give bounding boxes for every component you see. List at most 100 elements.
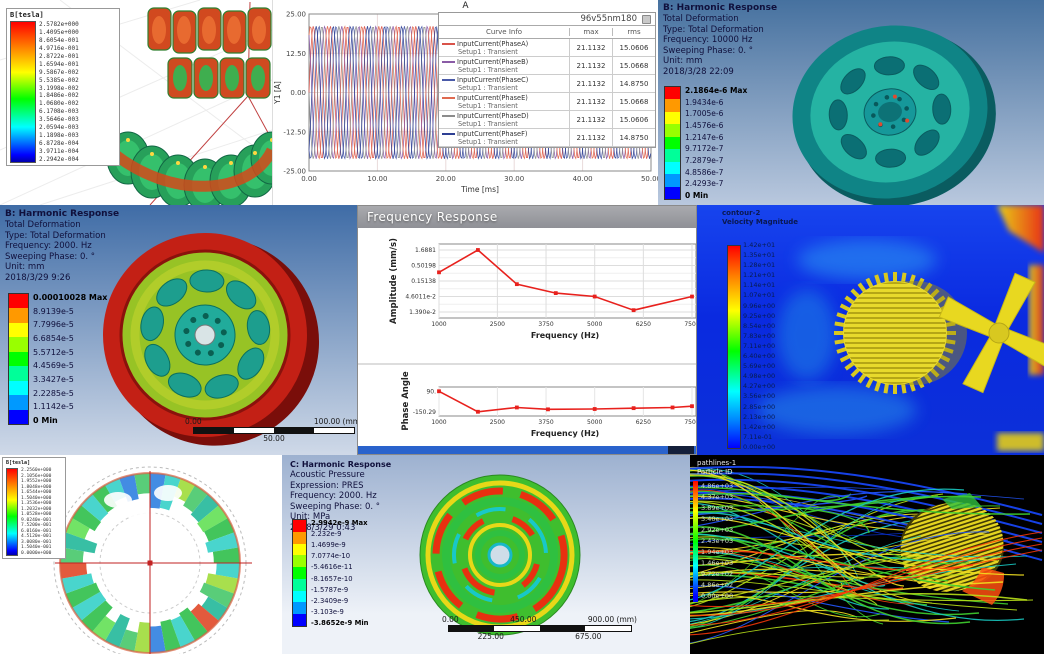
flux-density-legend: B[tesla] 2.2560e+000 2.1056e+000 1.9552e+0… — [2, 457, 66, 559]
window-frequency-response: Frequency Response 1.6881 0.50198 0.15138 4… — [357, 205, 697, 455]
svg-text:30.00: 30.00 — [504, 175, 524, 183]
result-info-line: Sweeping Phase: 0. ° — [663, 45, 754, 56]
ruler-min: 0.00 — [185, 417, 202, 426]
colorbar-value: 3.0080e-001 — [21, 539, 52, 545]
ruler-max: 900.00 (mm) — [587, 615, 637, 624]
svg-text:90.: 90. — [426, 388, 436, 395]
colorbar-value: 1.9552e+000 — [21, 479, 52, 485]
scale-ruler: 0.00 450.00 900.00 (mm) 225.00 675.00 — [442, 615, 637, 641]
panel-maxwell-ring: B[tesla] 2.2560e+000 2.1056e+000 1.9552e+0… — [0, 455, 282, 654]
col-curve-info: Curve Info — [485, 28, 523, 36]
svg-text:Frequency (Hz): Frequency (Hz) — [531, 331, 599, 340]
colorbar-value: 3.3427e-5 — [33, 374, 74, 384]
curve-info-row: InputCurrent(PhaseB) Setup1 : Transient 21… — [439, 57, 655, 75]
colorbar-value: 1.1142e-5 — [33, 402, 74, 412]
colorbar-value: 3.1998e-002 — [39, 84, 79, 92]
svg-text:6250: 6250 — [636, 419, 651, 426]
legend-title: B[tesla] — [10, 11, 44, 19]
result-info-line: Total Deformation — [663, 14, 739, 24]
svg-text:0.00: 0.00 — [301, 175, 317, 183]
colorbar-value: 1.5040e+000 — [21, 495, 52, 501]
result-info-line: Unit: mm — [663, 56, 703, 66]
ruler-q1: 225.00 — [477, 632, 504, 641]
curve-max-value: 21.1132 — [569, 75, 612, 92]
colorbar-value: 4.5120e-001 — [21, 534, 52, 540]
colorbar-value: 2.13e+00 — [743, 412, 776, 421]
result-info-block: B: Harmonic Response Total Deformation Ty… — [5, 209, 119, 283]
result-info-line: 2018/3/29 9:26 — [5, 272, 71, 283]
svg-text:3750: 3750 — [538, 321, 553, 328]
colorbar-value: 2.1056e+000 — [21, 473, 52, 479]
result-info-line: Frequency: 10000 Hz — [663, 35, 753, 45]
colorbar-value: 2.2942e-004 — [39, 155, 79, 163]
svg-text:Amplitude (mm/s): Amplitude (mm/s) — [389, 238, 399, 324]
colorbar-value: 1.8486e-002 — [39, 92, 79, 100]
curve-max-value: 21.1132 — [569, 111, 612, 128]
scale-ruler: 0.00 100.00 (mm) 50.00 — [185, 417, 357, 443]
curve-color-swatch — [442, 61, 455, 63]
result-info-line: Acoustic Pressure — [290, 470, 365, 480]
velocity-color-scale-values: 1.42e+01 1.35e+01 1.28e+01 1.21e+01 1.14e+01… — [743, 240, 775, 452]
colorbar-value: 3.89e+03 — [701, 504, 734, 512]
colorbar-value: 7.7996e-5 — [33, 320, 74, 330]
colorbar-value: 1.07e+01 — [743, 291, 776, 300]
result-info-line: 2018/3/29 0:43 — [290, 522, 356, 533]
colorbar-value: 7.83e+00 — [743, 331, 776, 340]
colorbar-value: 0.00e+00 — [701, 592, 734, 600]
colorbar-value: 7.0774e-10 — [311, 552, 351, 561]
panel-maxwell-coil: B[tesla] 2.5782e+000 1.4095e+000 8.6054e-0… — [0, 0, 272, 205]
colorbar-value: 1.9434e-6 — [685, 97, 724, 107]
curve-rms-value: 15.0668 — [612, 93, 655, 110]
result-info-line: Frequency: 2000. Hz — [5, 241, 92, 251]
color-scale-values: 0.00010028 Max 8.9139e-5 7.7996e-5 6.6854e-… — [33, 293, 107, 425]
result-title: B: Harmonic Response — [5, 209, 120, 219]
svg-text:1.6881: 1.6881 — [415, 247, 436, 254]
curve-rms-value: 14.8750 — [612, 75, 655, 92]
colorbar-value: 1.5040e-001 — [21, 545, 52, 551]
svg-text:7500: 7500 — [684, 321, 696, 328]
legend-pin-icon[interactable] — [642, 14, 651, 24]
colorbar-value: 0.00010028 Max — [33, 293, 108, 302]
colorbar-value: 1.0680e-002 — [39, 100, 79, 108]
colorbar-value: -2.3409e-9 — [311, 596, 349, 605]
color-scale-bar — [664, 86, 681, 200]
colorbar-value: -3.103e-9 — [311, 607, 344, 616]
pathlines-legend-title: pathlines-1 Particle ID — [697, 459, 737, 476]
curve-max-value: 21.1132 — [569, 129, 612, 146]
flux-density-legend: B[tesla] 2.5782e+000 1.4095e+000 8.6054e-0… — [6, 8, 120, 166]
ruler-mid-top: 450.00 — [510, 615, 537, 624]
svg-text:Time [ms]: Time [ms] — [460, 185, 499, 194]
curve-setup-label: Setup1 : Transient — [458, 48, 518, 56]
colorbar-value: 5.5385e-002 — [39, 76, 79, 84]
svg-text:10.00: 10.00 — [367, 175, 387, 183]
curve-color-swatch — [442, 97, 455, 99]
colorbar-value: 6.6854e-5 — [33, 333, 74, 343]
svg-text:-150.29: -150.29 — [413, 409, 436, 416]
svg-text:-12.50: -12.50 — [283, 128, 306, 136]
curve-info-row: InputCurrent(PhaseD) Setup1 : Transient 21… — [439, 111, 655, 129]
result-info-line: 2018/3/28 22:09 — [663, 66, 734, 77]
colorbar-value: 0.00e+00 — [743, 442, 776, 451]
svg-text:5000: 5000 — [587, 321, 602, 328]
coil-3d-view — [0, 0, 272, 205]
colorbar-value: 1.6594e-001 — [39, 60, 79, 68]
colorbar-value: 1.4095e+000 — [39, 28, 79, 36]
particle-id-values: 4.86e+03 4.37e+03 3.89e+03 3.40e+03 2.92e+03… — [701, 481, 733, 602]
result-info-line: Total Deformation — [5, 220, 81, 230]
colorbar-value: 4.9716e-001 — [39, 44, 79, 52]
svg-text:1.390e-2: 1.390e-2 — [409, 309, 436, 316]
svg-text:1000: 1000 — [431, 419, 446, 426]
window-title-bar[interactable]: Frequency Response — [358, 206, 696, 228]
result-info-line: Frequency: 2000. Hz — [290, 491, 377, 501]
color-scale-bar — [6, 468, 18, 556]
colorbar-value: 1.7005e-6 — [685, 109, 724, 119]
colorbar-value: 0 Min — [33, 415, 58, 425]
curve-color-swatch — [442, 43, 455, 45]
panel-velocity-contour: contour-2 Velocity Magnitude 1.42e+01 1.3… — [697, 205, 1044, 455]
colorbar-value: 1.3536e+000 — [21, 501, 52, 507]
curve-color-swatch — [442, 133, 455, 135]
colorbar-value: 1.1898e-003 — [39, 132, 79, 140]
svg-text:12.50: 12.50 — [286, 50, 306, 58]
colorbar-value: 1.6544e+000 — [21, 490, 52, 496]
